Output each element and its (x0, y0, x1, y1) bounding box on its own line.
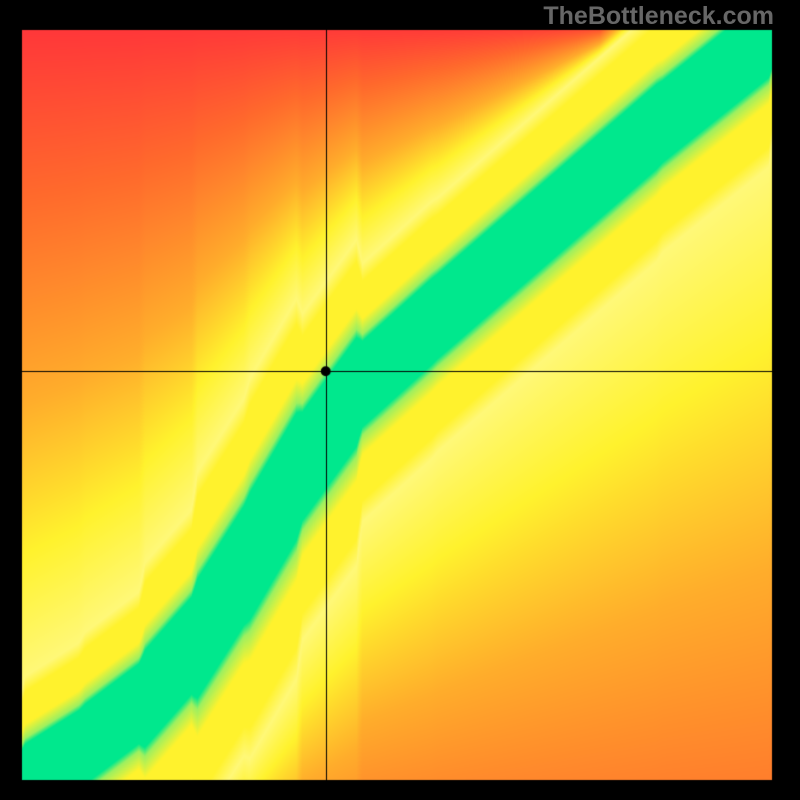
watermark-text: TheBottleneck.com (543, 2, 774, 31)
bottleneck-heatmap (0, 0, 800, 800)
